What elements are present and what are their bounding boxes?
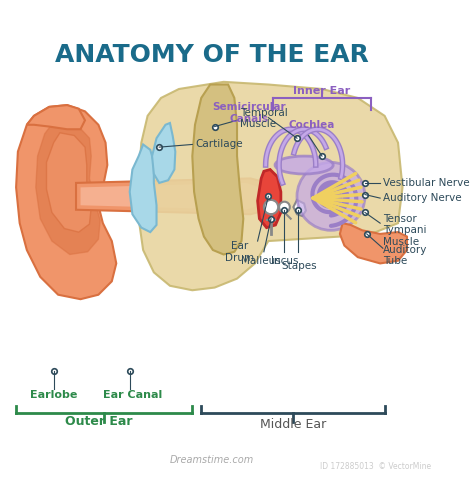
- Text: Inner Ear: Inner Ear: [293, 86, 351, 96]
- Text: Temporal
Muscle: Temporal Muscle: [240, 108, 287, 130]
- Text: ANATOMY OF THE EAR: ANATOMY OF THE EAR: [55, 43, 369, 67]
- Text: Stapes: Stapes: [282, 261, 318, 271]
- Text: ID 172885013  © VectorMine: ID 172885013 © VectorMine: [320, 462, 431, 471]
- Polygon shape: [130, 144, 156, 232]
- Polygon shape: [340, 223, 407, 264]
- Text: Incus: Incus: [271, 256, 298, 266]
- Polygon shape: [138, 82, 402, 290]
- Polygon shape: [81, 183, 264, 210]
- Ellipse shape: [275, 156, 333, 174]
- Text: Earlobe: Earlobe: [30, 390, 77, 400]
- Text: Middle Ear: Middle Ear: [260, 418, 327, 431]
- Text: Malleus: Malleus: [241, 256, 281, 266]
- Text: Semicircular
Canals: Semicircular Canals: [212, 102, 285, 124]
- Polygon shape: [36, 122, 100, 254]
- Text: Auditory
Tube: Auditory Tube: [383, 244, 427, 266]
- Text: Ear
Drum: Ear Drum: [225, 241, 254, 262]
- Text: Dreamstime.com: Dreamstime.com: [170, 455, 254, 465]
- Polygon shape: [152, 123, 175, 183]
- Text: Outer Ear: Outer Ear: [64, 415, 132, 428]
- Polygon shape: [27, 105, 85, 129]
- Circle shape: [297, 162, 365, 230]
- Text: Cartilage: Cartilage: [195, 140, 243, 149]
- Polygon shape: [16, 105, 116, 299]
- Text: Tensor
Tympani
Muscle: Tensor Tympani Muscle: [383, 214, 426, 247]
- Polygon shape: [46, 133, 91, 232]
- Polygon shape: [293, 200, 306, 216]
- Text: Cochlea: Cochlea: [288, 120, 335, 130]
- Text: Auditory Nerve: Auditory Nerve: [383, 193, 462, 203]
- Circle shape: [279, 202, 290, 212]
- Circle shape: [264, 200, 278, 214]
- Text: Ear Canal: Ear Canal: [103, 390, 162, 400]
- Polygon shape: [192, 84, 243, 254]
- Polygon shape: [257, 170, 281, 228]
- Polygon shape: [76, 178, 277, 214]
- Text: Vestibular Nerve: Vestibular Nerve: [383, 178, 469, 188]
